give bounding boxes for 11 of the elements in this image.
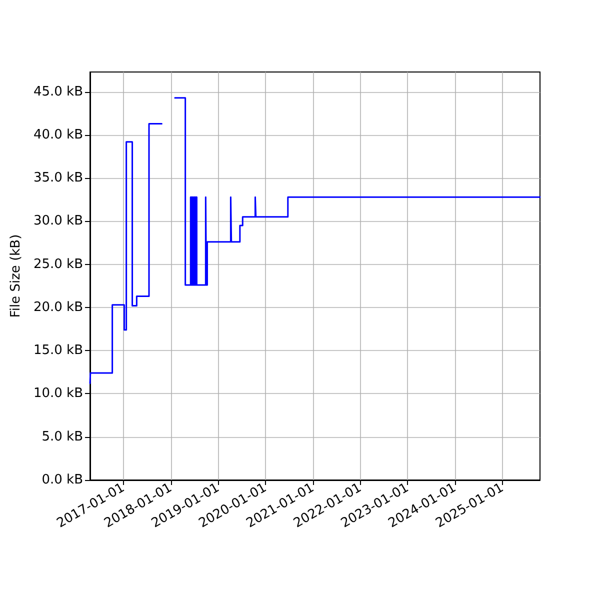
y-tick-label: 5.0 kB (42, 429, 83, 444)
y-tick-label: 10.0 kB (33, 386, 83, 402)
y-tick-label: 20.0 kB (33, 300, 83, 315)
y-tick-label: 45.0 kB (33, 84, 83, 100)
y-tick-label: 25.0 kB (33, 256, 83, 272)
y-axis-title: File Size (kB) (8, 234, 24, 318)
y-tick-label: 40.0 kB (33, 127, 83, 142)
y-tick-label: 35.0 kB (33, 170, 83, 186)
y-tick-label: 0.0 kB (42, 472, 83, 488)
y-tick-label: 30.0 kB (33, 214, 83, 229)
y-tick-label: 15.0 kB (33, 343, 83, 358)
